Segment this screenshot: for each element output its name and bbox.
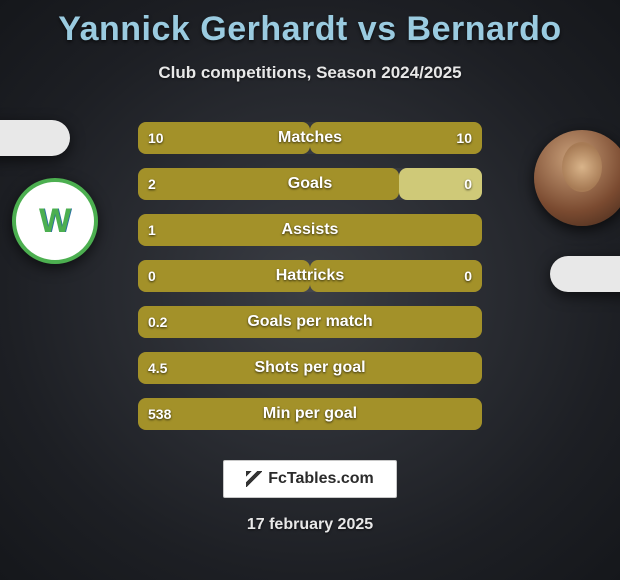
stat-value-left: 2 (148, 168, 156, 200)
stat-row: 538Min per goal (138, 398, 482, 430)
player-left-club-logo: W (12, 178, 98, 264)
stat-value-left: 10 (148, 122, 164, 154)
brand-icon (246, 471, 262, 487)
stat-bar-left (138, 352, 482, 384)
player-left-shape (0, 120, 70, 156)
stat-value-left: 0.2 (148, 306, 167, 338)
stat-bar-left (138, 168, 399, 200)
stat-value-right: 10 (456, 122, 472, 154)
club-logo-letter: W (39, 202, 71, 241)
stat-value-left: 538 (148, 398, 171, 430)
stat-bar-left (138, 260, 310, 292)
stat-value-right: 0 (464, 260, 472, 292)
stat-value-left: 1 (148, 214, 156, 246)
stat-value-right: 0 (464, 168, 472, 200)
stat-row: 20Goals (138, 168, 482, 200)
stat-bar-left (138, 306, 482, 338)
player-right-avatar (534, 130, 620, 226)
page-title: Yannick Gerhardt vs Bernardo (0, 0, 620, 49)
footer-date: 17 february 2025 (0, 516, 620, 534)
player-right-shape (550, 256, 620, 292)
stat-row: 0.2Goals per match (138, 306, 482, 338)
stat-row: 4.5Shots per goal (138, 352, 482, 384)
stat-value-left: 4.5 (148, 352, 167, 384)
subtitle: Club competitions, Season 2024/2025 (0, 63, 620, 83)
stat-row: 1Assists (138, 214, 482, 246)
stat-bar-left (138, 398, 482, 430)
footer-brand-text: FcTables.com (268, 470, 374, 488)
footer-brand-badge: FcTables.com (223, 460, 397, 498)
stat-row: 00Hattricks (138, 260, 482, 292)
stat-bar-left (138, 214, 482, 246)
stat-bar-right (310, 260, 482, 292)
stat-value-left: 0 (148, 260, 156, 292)
stat-row: 1010Matches (138, 122, 482, 154)
comparison-chart: 1010Matches20Goals1Assists00Hattricks0.2… (138, 122, 482, 444)
